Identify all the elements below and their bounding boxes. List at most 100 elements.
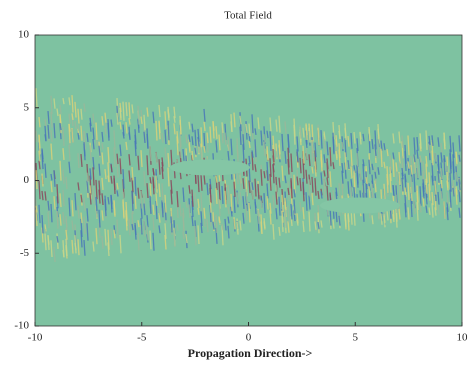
field-stripe — [68, 123, 71, 132]
field-stripe — [239, 220, 242, 231]
field-stripe — [80, 194, 83, 203]
field-stripe — [374, 130, 377, 150]
field-stripe — [167, 106, 170, 121]
field-stripe — [134, 134, 137, 150]
field-stripe — [380, 213, 383, 225]
field-stripe — [269, 173, 272, 191]
field-stripe — [317, 190, 320, 200]
field-stripe — [146, 183, 149, 199]
field-stripe — [158, 207, 161, 216]
field-stripe — [197, 198, 200, 209]
field-stripe — [266, 161, 269, 181]
field-stripe — [152, 216, 155, 231]
field-stripe — [269, 117, 272, 132]
field-stripe — [131, 177, 134, 193]
field-stripe — [188, 143, 191, 153]
field-stripe — [320, 150, 323, 168]
field-stripe — [224, 190, 227, 208]
field-stripe — [230, 193, 233, 212]
field-stripe — [269, 210, 272, 225]
field-stripe — [209, 126, 212, 143]
field-stripe — [281, 194, 284, 213]
field-stripe — [110, 194, 113, 205]
field-stripe — [368, 159, 371, 175]
field-stripe — [425, 205, 428, 213]
field-stripe — [62, 169, 65, 184]
field-stripe — [353, 165, 356, 173]
field-stripe — [365, 177, 368, 184]
field-stripe — [200, 222, 203, 234]
field-stripe — [188, 185, 191, 194]
field-stripe — [419, 203, 422, 213]
field-stripe — [251, 182, 254, 191]
field-stripe — [248, 123, 251, 137]
field-stripe — [299, 202, 302, 212]
field-stripe — [245, 189, 248, 204]
field-stripe — [416, 185, 419, 203]
field-stripe — [158, 212, 161, 223]
field-stripe — [80, 125, 83, 141]
field-stripe — [44, 224, 47, 232]
field-stripe — [275, 150, 278, 158]
field-stripe — [167, 167, 170, 187]
field-stripe — [368, 186, 371, 200]
field-stripe — [404, 151, 407, 171]
field-stripe — [221, 223, 224, 231]
field-stripe — [302, 220, 305, 233]
field-stripe — [323, 131, 326, 140]
field-stripe — [371, 174, 374, 189]
field-stripe — [68, 113, 71, 125]
field-stripe — [431, 203, 434, 218]
field-stripe — [434, 207, 437, 216]
field-stripe — [65, 229, 68, 240]
field-stripe — [374, 144, 377, 156]
field-stripe — [65, 176, 68, 190]
field-stripe — [95, 228, 98, 245]
field-stripe — [248, 180, 251, 194]
field-stripe — [170, 189, 173, 205]
field-stripe — [230, 114, 233, 132]
field-stripe — [38, 160, 41, 170]
field-stripe — [59, 193, 62, 208]
field-stripe — [200, 211, 203, 227]
field-stripe — [173, 116, 176, 123]
field-stripe — [251, 150, 254, 158]
field-stripe — [38, 117, 41, 128]
field-stripe — [101, 177, 104, 190]
field-stripe — [215, 140, 218, 153]
field-stripe — [284, 150, 287, 164]
field-stripe — [218, 181, 221, 201]
field-stripe — [113, 229, 116, 239]
field-stripe — [413, 137, 416, 155]
field-stripe — [443, 201, 446, 219]
field-stripe — [347, 136, 350, 147]
field-stripe — [50, 130, 53, 142]
field-stripe — [161, 183, 164, 203]
field-stripe — [275, 208, 278, 220]
field-stripe — [272, 195, 275, 210]
x-tick-label: 10 — [457, 332, 469, 344]
field-stripe — [143, 114, 146, 131]
field-stripe — [101, 131, 104, 142]
field-stripe — [47, 124, 50, 139]
field-stripe — [104, 195, 107, 211]
field-stripe — [239, 171, 242, 191]
field-stripe — [122, 191, 125, 200]
field-stripe — [323, 170, 326, 177]
field-stripe — [155, 201, 158, 220]
field-stripe — [431, 162, 434, 182]
field-stripe — [56, 236, 59, 243]
field-stripe — [119, 158, 122, 175]
field-stripe — [50, 95, 53, 115]
field-stripe — [272, 135, 275, 150]
field-stripe — [344, 138, 347, 157]
field-stripe — [278, 144, 281, 160]
field-stripe — [251, 114, 254, 134]
field-stripe — [74, 235, 77, 254]
field-stripe — [53, 123, 56, 139]
field-stripe — [350, 149, 353, 166]
field-stripe — [353, 132, 356, 144]
field-stripe — [44, 233, 47, 251]
field-stripe — [107, 122, 110, 141]
x-tick-label: 5 — [353, 332, 359, 344]
